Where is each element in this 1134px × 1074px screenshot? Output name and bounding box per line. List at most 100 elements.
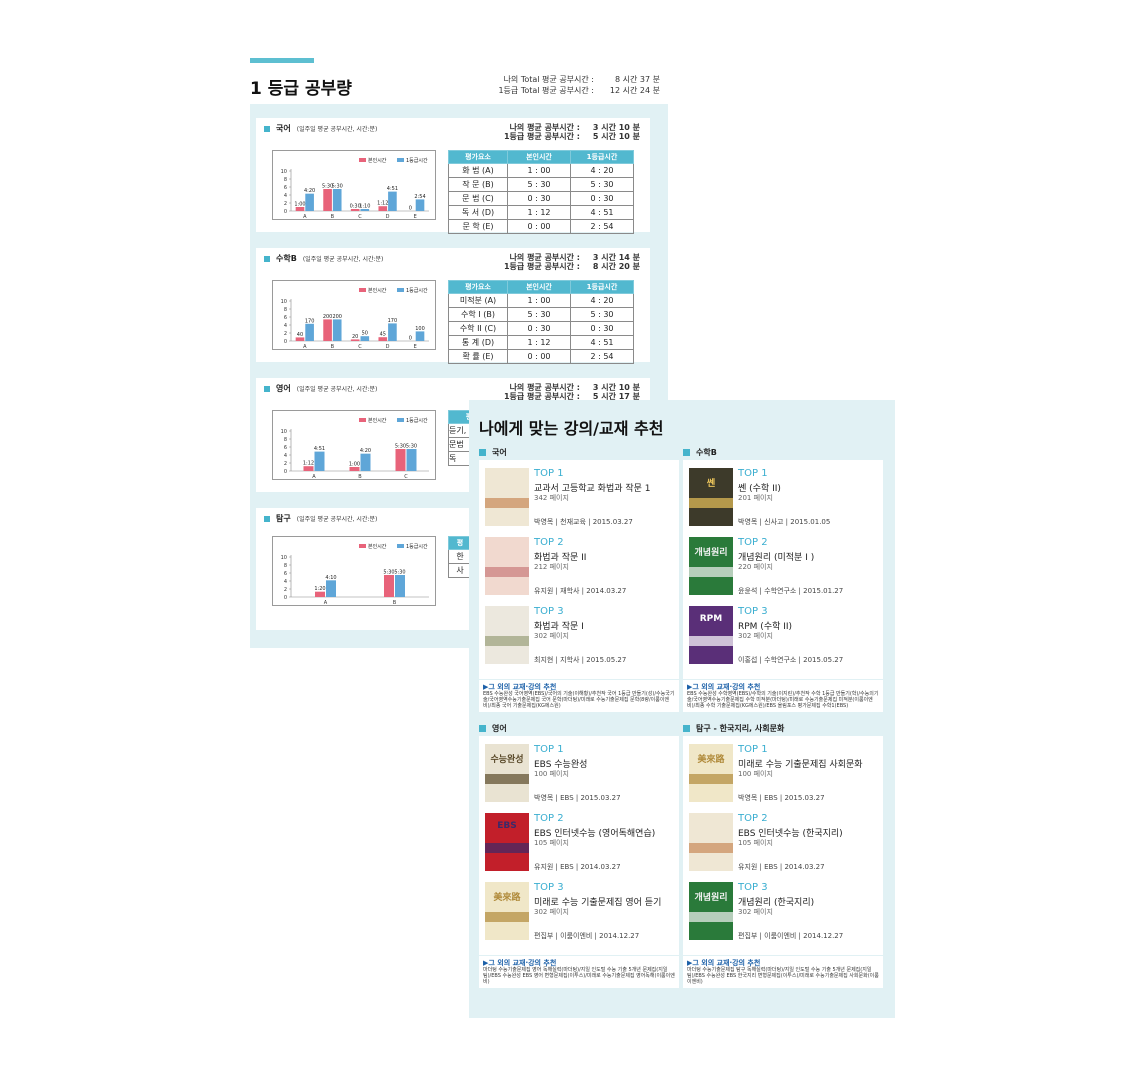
legend-swatch (359, 544, 366, 548)
cover-text: RPM (699, 614, 723, 624)
table-cell: 4 : 51 (570, 335, 634, 350)
y-tick-label: 8 (284, 307, 287, 313)
book-item[interactable]: 美來路 TOP 3 미래로 수능 기출문제집 영어 듣기 302 페이지 편집부… (479, 874, 679, 942)
table-cell: 2 : 54 (570, 219, 634, 234)
other-heading[interactable]: ▶그 외의 교재·강의 추천 (687, 683, 761, 691)
book-item[interactable]: 美來路 TOP 1 미래로 수능 기출문제집 사회문화 100 페이지 박영목 … (683, 736, 883, 804)
table-cell: 0 : 30 (570, 191, 634, 206)
book-pages: 100 페이지 (534, 770, 569, 778)
x-tick-label: B (358, 474, 362, 479)
page-title: 1 등급 공부량 (250, 79, 352, 99)
book-list: 쎈 TOP 1 쎈 (수학 II) 201 페이지 박영목 | 신사고 | 20… (683, 460, 883, 679)
book-item[interactable]: EBS TOP 2 EBS 인터넷수능 (영어독해연습) 105 페이지 유지원… (479, 805, 679, 873)
data-label: 45 (380, 332, 386, 338)
book-item[interactable]: 수능완성 TOP 1 EBS 수능완성 100 페이지 박영목 | EBS | … (479, 736, 679, 804)
section-average: 나의 평균 공부시간 : 3 시간 10 분 1등급 평균 공부시간 : 5 시간 … (504, 123, 640, 141)
book-item[interactable]: TOP 2 화법과 작문 II 212 페이지 유지원 | 재학사 | 2014… (479, 529, 679, 597)
table-cell: 확 률 (E) (448, 349, 508, 364)
data-label: 170 (305, 318, 315, 324)
avg-value: 3 시간 10 분 (592, 123, 640, 132)
x-tick-label: A (312, 474, 316, 479)
table-cell: 통 계 (D) (448, 335, 508, 350)
book-pages: 220 페이지 (738, 563, 773, 571)
subject-heading: 영어 (479, 723, 507, 734)
table-row: 수학 I (B) 5 : 30 5 : 30 (448, 307, 634, 322)
subject-section: 국어 (일주일 평균 공부시간, 시간:분) 나의 평균 공부시간 : 3 시간 1… (256, 118, 650, 234)
data-label: 200 (332, 314, 342, 320)
bar (395, 449, 406, 471)
table-row: 통 계 (D) 1 : 12 4 : 51 (448, 335, 634, 350)
book-cover: 쎈 (689, 468, 733, 526)
table-cell: 문 법 (C) (448, 191, 508, 206)
table-header: 평가요소 (448, 280, 508, 294)
table-cell: 5 : 30 (570, 177, 634, 192)
table-cell: 1 : 12 (507, 205, 571, 220)
table-header: 1등급시간 (570, 280, 634, 294)
book-list: 수능완성 TOP 1 EBS 수능완성 100 페이지 박영목 | EBS | … (479, 736, 679, 955)
other-text: EBS 수능완성 국어영역(EBS)/국어의 기술(이해황)/추천작 국어 1등… (483, 691, 675, 709)
cover-band (485, 567, 529, 577)
evaluation-table: 평가요소 본인시간 1등급시간 미적분 (A) 1 : 00 4 : 20 수학 I… (448, 280, 634, 364)
bar (332, 189, 342, 211)
table-cell: 0 : 00 (507, 349, 571, 364)
evaluation-table: 평 한 사 (448, 536, 472, 578)
y-tick-label: 2 (284, 461, 287, 467)
x-tick-label: D (386, 214, 390, 219)
book-item[interactable]: 개념원리 TOP 3 개념원리 (한국지리) 302 페이지 편집부 | 이룸이… (683, 874, 883, 942)
other-heading[interactable]: ▶그 외의 교재·강의 추천 (483, 959, 557, 967)
cover-band (689, 843, 733, 853)
cover-band (689, 774, 733, 784)
book-item[interactable]: RPM TOP 3 RPM (수학 II) 302 페이지 이홍섭 | 수학연구… (683, 598, 883, 666)
y-tick-label: 4 (284, 453, 287, 459)
bullet-square-icon (479, 449, 486, 456)
recommendation-page: 나에게 맞는 강의/교재 추천 국어 TOP 1 교과서 고등학교 화법과 작문… (469, 400, 895, 1018)
data-label: 5:30 (332, 184, 343, 190)
book-item[interactable]: TOP 1 교과서 고등학교 화법과 작문 1 342 페이지 박영목 | 천재… (479, 460, 679, 528)
book-title: 미래로 수능 기출문제집 사회문화 (738, 760, 863, 770)
y-tick-label: 10 (281, 299, 287, 305)
data-label: 1:12 (303, 461, 314, 467)
cover-band (485, 912, 529, 922)
bar (295, 337, 305, 341)
bar (332, 319, 342, 341)
data-label: 20 (352, 334, 358, 340)
bar (295, 207, 305, 211)
subject-name: 영어 (492, 724, 507, 733)
y-tick-label: 4 (284, 193, 287, 199)
legend-label: 본인시간 (368, 157, 387, 164)
bar (378, 206, 388, 211)
legend-label: 본인시간 (368, 287, 387, 294)
bar-chart-svg: 본인시간 1등급시간 0 2 4 6 8 10 1:204:10 A 5:30 5:30 B (281, 543, 429, 605)
book-rank: TOP 2 (738, 537, 768, 548)
table-cell: 독 서 (D) (448, 205, 508, 220)
legend-swatch (397, 288, 404, 292)
x-tick-label: E (414, 344, 417, 349)
book-rank: TOP 1 (534, 744, 564, 755)
book-item[interactable]: TOP 3 화법과 작문 I 302 페이지 최지현 | 지학사 | 2015.… (479, 598, 679, 666)
other-recommendations: ▶그 외의 교재·강의 추천 EBS 수능완성 수학영역(EBS)/수학의 기술… (683, 680, 883, 712)
bar-chart-svg: 본인시간 1등급시간 0 2 4 6 8 10 40 170 A 200 200 B 20 50 C 45 170 D… (281, 287, 429, 349)
total-value: 12 시간 24 분 (609, 86, 660, 95)
section-average: 나의 평균 공부시간 : 3 시간 14 분 1등급 평균 공부시간 : 8 시간 … (504, 253, 640, 271)
data-label: 1:20 (314, 586, 325, 592)
table-row: 화 법 (A) 1 : 00 4 : 20 (448, 163, 634, 178)
other-heading[interactable]: ▶그 외의 교재·강의 추천 (483, 683, 557, 691)
book-rank: TOP 3 (534, 882, 564, 893)
book-rank: TOP 2 (534, 537, 564, 548)
legend-label: 1등급시간 (406, 417, 428, 424)
book-item[interactable]: 개념원리 TOP 2 개념원리 (미적분 I ) 220 페이지 윤윤석 | 수… (683, 529, 883, 597)
x-tick-label: B (393, 600, 397, 605)
bar (395, 575, 405, 597)
book-rank: TOP 1 (534, 468, 564, 479)
cover-text: 쎈 (706, 479, 716, 489)
avg-label: 1등급 평균 공부시간 : (503, 392, 580, 401)
book-item[interactable]: TOP 2 EBS 인터넷수능 (한국지리) 105 페이지 유지원 | EBS… (683, 805, 883, 873)
other-heading[interactable]: ▶그 외의 교재·강의 추천 (687, 959, 761, 967)
table-cell: 문 학 (E) (448, 219, 508, 234)
section-note: (일주일 평균 공부시간, 시간:분) (296, 126, 378, 133)
book-title: 화법과 작문 II (534, 553, 587, 563)
legend-label: 1등급시간 (406, 287, 428, 294)
legend-swatch (359, 418, 366, 422)
book-item[interactable]: 쎈 TOP 1 쎈 (수학 II) 201 페이지 박영목 | 신사고 | 20… (683, 460, 883, 528)
table-cell: 0 : 30 (570, 321, 634, 336)
